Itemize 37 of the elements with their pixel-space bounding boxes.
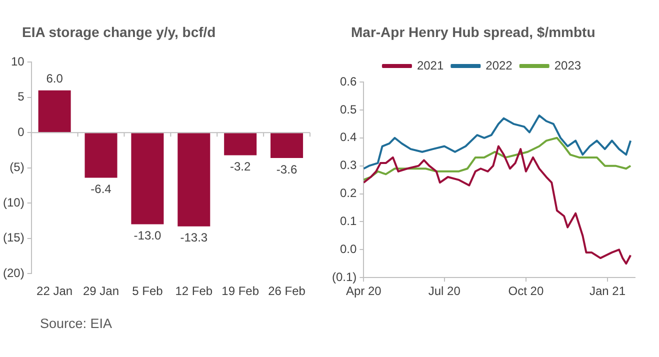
y-tick-label: 10 [10,54,25,69]
y-tick-label: 0 [18,124,25,139]
x-tick-label: 29 Jan [82,284,120,298]
legend-label: 2022 [486,58,513,72]
data-label: -13.3 [180,230,208,245]
x-tick-label: 19 Feb [222,284,260,298]
chart-title: EIA storage change y/y, bcf/d [22,24,217,42]
x-tick-label: Apr 20 [346,284,382,298]
y-tick-label: 0.4 [340,130,357,144]
y-tick-label: 0.3 [340,158,357,172]
data-label: 6.0 [46,72,64,86]
chart-title: Mar-Apr Henry Hub spread, $/mmbtu [351,24,596,42]
y-tick-label: 0.2 [340,186,357,200]
x-tick-label: Jul 20 [428,284,461,298]
x-tick-label: 26 Feb [268,284,306,298]
y-tick-label: (0.1) [332,270,357,284]
data-label: -6.4 [90,182,112,196]
y-tick-label: 0.0 [340,242,357,256]
x-tick-label: Jan 21 [589,284,626,298]
data-label: -13.0 [134,228,162,243]
y-tick-label: 0.1 [340,214,357,228]
x-tick-label: 12 Feb [175,284,213,298]
source-note: Source: EIA [40,316,114,331]
y-tick-label: (10) [2,195,24,210]
legend-label: 2023 [554,58,582,72]
y-tick-label: 5 [18,90,25,104]
legend-label: 2021 [416,58,444,72]
y-tick-label: (5) [10,160,24,174]
data-label: -3.2 [230,160,251,174]
x-tick-label: 5 Feb [132,284,164,298]
y-tick-label: (20) [2,266,24,280]
y-tick-label: (15) [2,230,24,245]
x-tick-label: 22 Jan [36,284,73,298]
y-tick-label: 0.5 [340,102,357,116]
y-tick-label: 0.6 [340,74,357,88]
data-label: -3.6 [276,162,298,176]
x-tick-label: Oct 20 [508,284,544,298]
